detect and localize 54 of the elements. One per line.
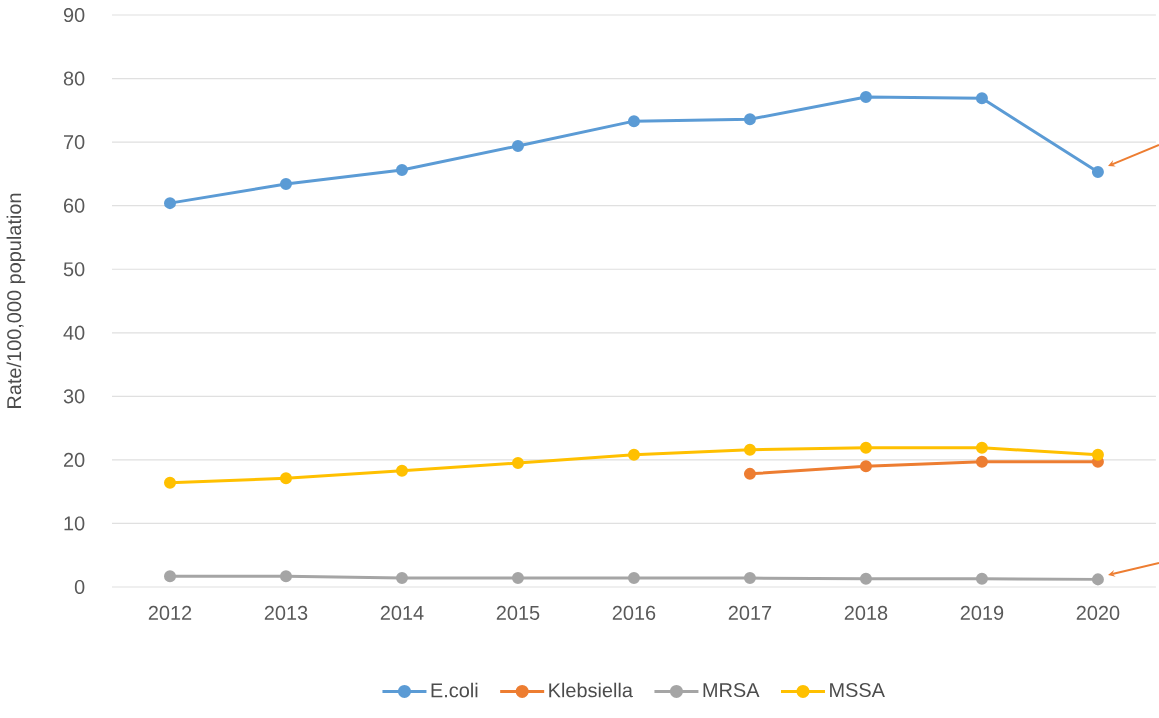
- point: [511, 572, 524, 585]
- point: [975, 441, 988, 454]
- point: [279, 570, 292, 583]
- x-tick-label: 2016: [612, 605, 656, 620]
- point: [743, 572, 756, 585]
- x-tick-label: 2012: [148, 605, 192, 620]
- y-tick-label: 90: [63, 7, 85, 23]
- y-tick-label: 20: [64, 452, 85, 467]
- legend-label: Klebsiella: [549, 682, 633, 698]
- legend-label: E.coli: [431, 682, 478, 698]
- point: [164, 476, 176, 489]
- point: [975, 92, 988, 105]
- point: [164, 570, 176, 583]
- y-tick-label: 60: [64, 198, 85, 213]
- y-tick-label: 40: [63, 325, 85, 340]
- point: [279, 178, 292, 191]
- point: [975, 572, 988, 585]
- y-tick-label: 50: [63, 262, 85, 277]
- point: [395, 572, 408, 585]
- x-tick-label: 2013: [264, 605, 308, 620]
- point: [1091, 448, 1104, 461]
- y-tick-label: 70: [64, 135, 85, 150]
- point: [511, 457, 524, 470]
- point: [511, 139, 524, 152]
- x-tick-label: 2018: [844, 605, 888, 620]
- point: [395, 164, 408, 177]
- x-tick-label: 2015: [496, 605, 540, 620]
- legend-label: MSSA: [830, 682, 885, 698]
- point: [627, 115, 640, 128]
- point: [164, 197, 176, 210]
- y-tick-label: 30: [63, 389, 85, 404]
- point: [279, 472, 292, 485]
- point: [1091, 165, 1104, 178]
- point: [743, 443, 756, 456]
- y-tick-label: 0: [74, 579, 85, 595]
- point: [395, 464, 408, 477]
- y-tick-label: 10: [64, 516, 85, 531]
- x-tick-label: 2020: [1076, 605, 1120, 620]
- x-tick-label: 2014: [380, 605, 424, 620]
- point: [859, 441, 872, 454]
- x-tick-label: 2017: [728, 605, 772, 620]
- point: [627, 572, 640, 585]
- y-axis-title: Rate/100,000 population: [6, 193, 26, 408]
- point: [859, 460, 872, 473]
- x-tick-label: 2019: [960, 605, 1004, 620]
- point: [859, 572, 872, 585]
- point: [975, 455, 988, 468]
- point: [1091, 573, 1104, 586]
- point: [627, 448, 640, 461]
- point: [743, 467, 756, 480]
- y-tick-label: 80: [63, 71, 85, 86]
- legend-label: MRSA: [703, 682, 760, 698]
- point: [743, 113, 756, 126]
- point: [859, 90, 872, 103]
